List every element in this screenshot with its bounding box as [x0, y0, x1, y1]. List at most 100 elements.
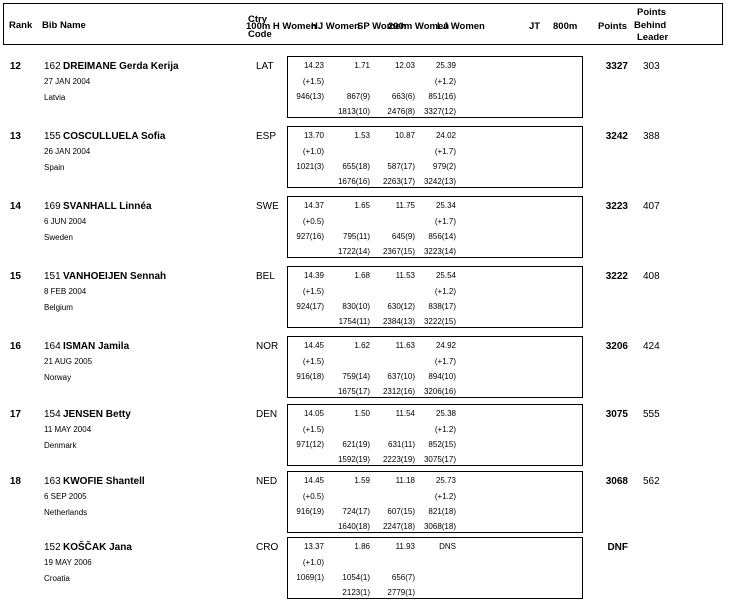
result-wind: (+1.0) — [302, 558, 324, 567]
result-cum: 2223(19) — [382, 455, 415, 464]
country-code: NED — [256, 476, 278, 487]
country-name: Sweden — [44, 233, 73, 242]
result-pts: 946(13) — [296, 92, 324, 101]
birth-date: 6 JUN 2004 — [44, 217, 87, 226]
result-pts: 645(9) — [391, 232, 415, 241]
result-pts: 631(11) — [388, 440, 415, 449]
result-cum: 3242(13) — [423, 177, 456, 186]
points-behind: 407 — [643, 201, 660, 212]
result-wind: (+1.2) — [434, 77, 456, 86]
col-header-lj-women: LJ Women — [437, 21, 485, 32]
athlete-row: 16 164 ISMAN Jamila 21 AUG 2005 Norway NOR 14.… — [0, 336, 729, 400]
result-cum: 2123(1) — [342, 588, 370, 597]
points-behind: 303 — [643, 61, 660, 72]
result-mark: 25.34 — [435, 201, 456, 210]
result-pts: 607(15) — [387, 507, 415, 516]
result-mark: 11.93 — [395, 542, 415, 551]
result-mark: 1.53 — [354, 131, 370, 140]
result-wind: (+0.5) — [302, 217, 324, 226]
result-cum: 1813(10) — [337, 107, 370, 116]
athlete-name: ISMAN Jamila — [63, 341, 130, 352]
bib-number: 169 — [44, 201, 61, 212]
rank-value: 16 — [9, 341, 21, 352]
result-cum: 1675(17) — [337, 387, 370, 396]
result-pts: 916(19) — [296, 507, 324, 516]
result-mark: 24.92 — [435, 341, 456, 350]
result-pts: 927(16) — [296, 232, 324, 241]
result-cum: 1676(16) — [337, 177, 370, 186]
result-mark: 11.54 — [395, 409, 415, 418]
bib-number: 155 — [44, 131, 61, 142]
result-mark: 11.75 — [395, 201, 415, 210]
result-cum: 2247(18) — [382, 522, 415, 531]
bib-number: 151 — [44, 271, 61, 282]
results-box — [287, 266, 583, 328]
result-mark: 25.73 — [435, 476, 456, 485]
results-box — [287, 126, 583, 188]
country-name: Belgium — [44, 303, 73, 312]
result-mark: 10.87 — [394, 131, 415, 140]
athlete-name: KOŠČAK Jana — [63, 542, 132, 553]
country-code: BEL — [256, 271, 275, 282]
total-points: 3223 — [605, 201, 628, 212]
result-mark: 1.62 — [354, 341, 370, 350]
country-name: Croatia — [44, 574, 70, 583]
col-header-behind-line3: Leader — [637, 32, 669, 43]
result-mark: 1.59 — [354, 476, 370, 485]
results-box — [287, 196, 583, 258]
rank-value: 17 — [9, 409, 21, 420]
country-name: Latvia — [44, 93, 66, 102]
col-header-code: Code — [248, 29, 272, 40]
athlete-row: 12 162 DREIMANE Gerda Kerija 27 JAN 2004 Lat… — [0, 56, 729, 120]
bib-number: 162 — [44, 61, 61, 72]
result-mark: 14.45 — [303, 476, 324, 485]
col-header-bib-name: Bib Name — [42, 20, 86, 31]
result-cum: 3222(15) — [423, 317, 456, 326]
result-wind: (+1.7) — [434, 357, 456, 366]
total-points: 3327 — [605, 61, 628, 72]
athlete-row: 152 KOŠČAK Jana 19 MAY 2006 Croatia CRO 13.37… — [0, 537, 729, 600]
total-points: 3242 — [605, 131, 628, 142]
total-points: 3222 — [605, 271, 628, 282]
result-mark: 14.23 — [303, 61, 324, 70]
result-pts: 971(12) — [296, 440, 324, 449]
result-wind: (+1.2) — [434, 492, 456, 501]
country-code: SWE — [256, 201, 279, 212]
athlete-row: 15 151 VANHOEIJEN Sennah 8 FEB 2004 Belgium B… — [0, 266, 729, 330]
rank-value: 12 — [9, 61, 21, 72]
rank-value: 18 — [9, 476, 21, 487]
result-cum: 2263(17) — [382, 177, 415, 186]
result-cum: 2312(16) — [382, 387, 415, 396]
results-box — [287, 404, 583, 466]
result-mark: DNS — [439, 542, 456, 551]
birth-date: 6 SEP 2005 — [44, 492, 87, 501]
result-pts: 656(7) — [391, 573, 415, 582]
athlete-name: VANHOEIJEN Sennah — [63, 271, 167, 282]
country-code: NOR — [256, 341, 279, 352]
total-points: 3068 — [605, 476, 628, 487]
birth-date: 19 MAY 2006 — [44, 558, 92, 567]
athlete-name: COSCULLUELA Sofia — [63, 131, 166, 142]
result-cum: 2779(1) — [387, 588, 415, 597]
country-name: Norway — [44, 373, 72, 382]
result-mark: 14.05 — [303, 409, 324, 418]
col-header-points: Points — [598, 21, 628, 32]
athlete-row: 17 154 JENSEN Betty 11 MAY 2004 Denmark DEN 14… — [0, 404, 729, 468]
athlete-name: DREIMANE Gerda Kerija — [63, 61, 179, 72]
result-mark: 14.37 — [303, 201, 324, 210]
result-mark: 13.70 — [303, 131, 324, 140]
col-header-200m-women: 200m Women — [388, 21, 450, 32]
col-header-behind-line2: Behind — [634, 20, 667, 31]
result-mark: 13.37 — [303, 542, 324, 551]
result-pts: 1021(3) — [296, 162, 324, 171]
result-pts: 663(6) — [391, 92, 415, 101]
result-mark: 11.53 — [395, 271, 415, 280]
result-mark: 25.39 — [435, 61, 456, 70]
birth-date: 21 AUG 2005 — [44, 357, 93, 366]
result-mark: 11.18 — [395, 476, 415, 485]
birth-date: 11 MAY 2004 — [44, 425, 92, 434]
result-cum: 2476(8) — [387, 107, 415, 116]
results-box — [287, 336, 583, 398]
col-header-behind-line1: Points — [637, 7, 667, 18]
result-cum: 1640(18) — [337, 522, 370, 531]
